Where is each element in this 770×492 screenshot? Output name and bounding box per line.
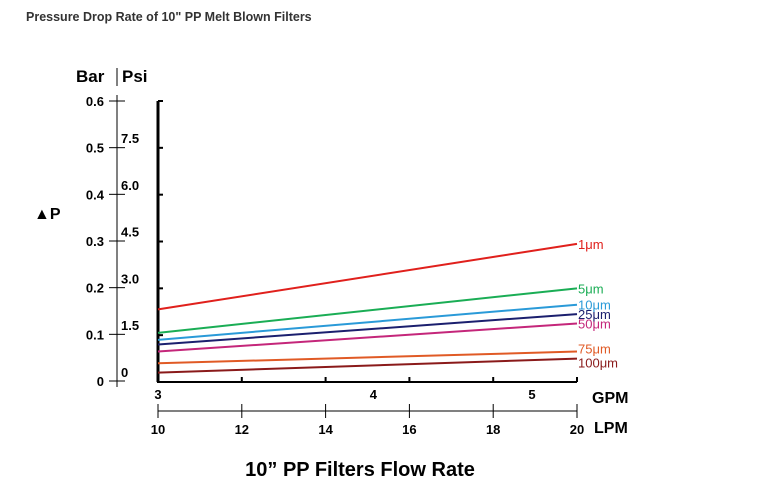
gpm-tick-label: 5 bbox=[528, 387, 535, 402]
gpm-tick-label: 4 bbox=[370, 387, 378, 402]
psi-unit-label: Psi bbox=[122, 67, 148, 86]
bar-tick-label: 0.2 bbox=[86, 281, 104, 296]
lpm-tick-label: 12 bbox=[235, 422, 249, 437]
psi-tick-label: 4.5 bbox=[121, 225, 139, 240]
series-label: 10μm bbox=[578, 298, 611, 313]
psi-tick-label: 7.5 bbox=[121, 131, 139, 146]
series-line bbox=[157, 350, 578, 365]
bar-tick-label: 0.3 bbox=[86, 234, 104, 249]
psi-tick-label: 0 bbox=[121, 365, 128, 380]
psi-tick-label: 3.0 bbox=[121, 271, 139, 286]
page-title: Pressure Drop Rate of 10" PP Melt Blown … bbox=[26, 10, 312, 24]
lpm-tick-label: 10 bbox=[151, 422, 165, 437]
bar-tick-label: 0.6 bbox=[86, 94, 104, 109]
lpm-tick-label: 16 bbox=[402, 422, 416, 437]
chart-title: 10” PP Filters Flow Rate bbox=[245, 459, 475, 481]
series-label: 75μm bbox=[578, 342, 611, 357]
series-line bbox=[157, 322, 578, 353]
bar-tick-label: 0.5 bbox=[86, 141, 104, 156]
gpm-tick-label: 3 bbox=[154, 387, 161, 402]
bar-tick-label: 0.4 bbox=[86, 187, 105, 202]
series-label: 50μm bbox=[578, 316, 611, 331]
bar-tick-label: 0 bbox=[97, 374, 104, 389]
series-line bbox=[157, 313, 578, 346]
series-line bbox=[157, 357, 578, 374]
series-line bbox=[157, 287, 578, 334]
series-line bbox=[157, 242, 578, 311]
gpm-axis-label: GPM bbox=[592, 390, 628, 407]
bar-unit-label: Bar bbox=[76, 67, 105, 86]
axes: 0.6 0.5 0.4 0.3 0.2 0.1 0 7.5 6.0 4.5 3.0 1.5 0 3 4 5 10… bbox=[86, 94, 584, 437]
bar-tick-label: 0.1 bbox=[86, 327, 104, 342]
lpm-tick-label: 18 bbox=[486, 422, 500, 437]
psi-tick-label: 6.0 bbox=[121, 178, 139, 193]
series-line bbox=[157, 303, 578, 341]
delta-p-label: ▲P bbox=[34, 206, 61, 223]
series-label: 1μm bbox=[578, 237, 604, 252]
lpm-tick-label: 14 bbox=[318, 422, 333, 437]
series-label: 25μm bbox=[578, 307, 611, 322]
lpm-tick-label: 20 bbox=[570, 422, 584, 437]
psi-tick-label: 1.5 bbox=[121, 318, 139, 333]
series-label: 100μm bbox=[578, 356, 618, 371]
lpm-axis-label: LPM bbox=[594, 420, 628, 437]
series-label: 5μm bbox=[578, 281, 604, 296]
